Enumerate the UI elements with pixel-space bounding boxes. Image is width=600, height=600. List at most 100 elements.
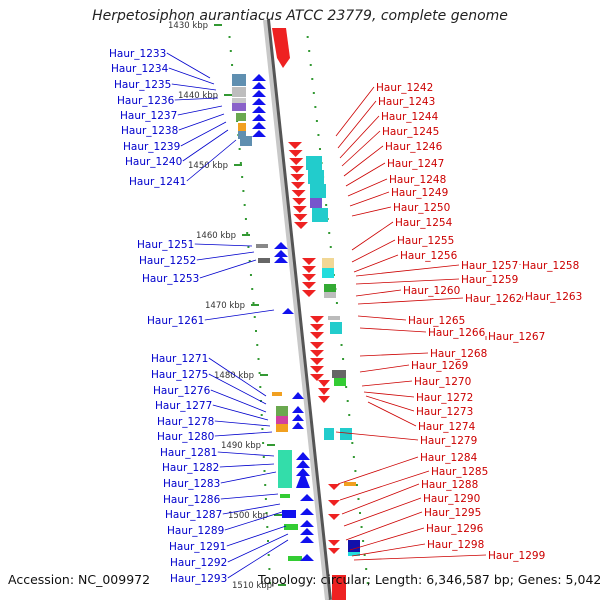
kbp-tick-label: 1450 kbp xyxy=(188,161,228,171)
track-dot-left xyxy=(255,330,257,332)
minus-strand-gene-arrow xyxy=(252,122,266,129)
minus-strand-gene-arrow xyxy=(274,250,288,257)
track-dot-left xyxy=(268,568,271,570)
plus-strand-gene-arrow xyxy=(288,142,302,149)
gene-feature-box xyxy=(312,208,328,222)
right-gene-label: Haur_1290 xyxy=(423,493,480,505)
plus-strand-gene-arrow xyxy=(318,396,330,403)
left-gene-leader-line xyxy=(220,493,279,500)
track-dot-left xyxy=(262,442,265,444)
accession-text: Accession: NC_009972 xyxy=(8,572,151,587)
left-gene-label: Haur_1275 xyxy=(151,369,208,381)
plus-strand-gene-arrow xyxy=(292,206,307,213)
left-gene-label: Haur_1277 xyxy=(155,400,212,412)
track-dot-right xyxy=(352,456,355,458)
gene-feature-box xyxy=(282,510,296,518)
right-gene-leader-line xyxy=(363,391,415,398)
gene-feature-box xyxy=(272,392,282,396)
kbp-tick-label: 1480 kbp xyxy=(214,371,254,381)
gene-feature-box xyxy=(334,378,346,386)
right-gene-leader-line xyxy=(347,178,388,197)
track-dot-left xyxy=(243,204,246,206)
track-dot-left xyxy=(264,484,267,486)
chromosome-backbone xyxy=(263,19,329,600)
track-dot-left xyxy=(269,582,272,584)
gene-feature-box xyxy=(324,284,336,292)
track-dot-left xyxy=(247,246,250,248)
track-dot-left xyxy=(251,288,254,290)
plus-strand-gene-arrow xyxy=(291,182,305,189)
left-gene-label: Haur_1293 xyxy=(170,573,227,585)
track-dot-left xyxy=(260,414,263,416)
track-dot-left xyxy=(239,162,242,164)
plus-strand-gene-arrow xyxy=(318,380,330,387)
right-gene-leader-line xyxy=(341,483,420,515)
gene-feature-box xyxy=(308,170,324,184)
plus-strand-gene-arrow xyxy=(328,484,340,490)
track-dot-left xyxy=(238,148,241,150)
left-gene-label: Haur_1237 xyxy=(120,110,177,122)
minus-strand-gene-arrow xyxy=(300,528,314,535)
plus-strand-gene-arrow xyxy=(291,190,306,197)
left-gene-leader-line xyxy=(182,129,229,162)
track-dot-right xyxy=(342,358,345,360)
gene-feature-box xyxy=(276,424,288,432)
track-dot-right xyxy=(340,344,343,346)
right-gene-leader-line xyxy=(355,289,402,297)
plus-strand-gene-arrow xyxy=(290,174,305,181)
plus-strand-gene-arrow xyxy=(318,388,330,395)
left-gene-label: Haur_1236 xyxy=(117,95,175,107)
kbp-tick-label: 1430 kbp xyxy=(168,21,208,31)
right-gene-leader-line xyxy=(353,554,487,561)
track-dot-right xyxy=(354,470,357,472)
left-gene-leader-line xyxy=(199,259,257,279)
right-gene-label: Haur_1250 xyxy=(393,202,450,214)
track-dot-left xyxy=(266,526,269,528)
right-gene-label: Haur_1298 xyxy=(427,539,484,551)
minus-strand-gene-arrow xyxy=(292,414,304,421)
right-gene-leader-line xyxy=(345,162,386,187)
right-gene-label: Haur_1274 xyxy=(418,421,476,433)
left-gene-leader-line xyxy=(180,121,227,147)
plus-strand-gene-arrow xyxy=(310,316,324,323)
right-gene-label: Haur_1299 xyxy=(488,550,545,562)
track-dot-right xyxy=(314,106,317,108)
plus-strand-gene-arrow xyxy=(272,28,290,68)
gene-feature-box xyxy=(238,131,246,139)
minus-strand-gene-arrow xyxy=(274,242,288,249)
minus-strand-gene-arrow xyxy=(292,392,304,399)
right-gene-label: Haur_1265 xyxy=(408,315,465,327)
gene-feature-box xyxy=(278,450,292,488)
left-gene-leader-line xyxy=(226,525,287,547)
right-gene-label: Haur_1249 xyxy=(391,187,448,199)
track-dot-right xyxy=(357,498,360,500)
gene-feature-box xyxy=(258,258,270,263)
track-dot-left xyxy=(259,386,262,388)
right-gene-leader-line xyxy=(355,278,460,285)
track-dot-left xyxy=(252,302,255,304)
minus-strand-gene-arrow xyxy=(300,536,314,543)
track-dot-left xyxy=(265,512,268,514)
right-gene-label: Haur_1242 xyxy=(376,82,433,94)
gene-feature-box xyxy=(344,482,356,486)
track-dot-right xyxy=(328,232,331,234)
plus-strand-gene-arrow xyxy=(302,266,316,273)
plus-strand-gene-box xyxy=(332,575,346,600)
right-gene-label: Haur_1262 xyxy=(465,293,522,305)
left-gene-label: Haur_1291 xyxy=(169,541,226,553)
minus-strand-gene-arrow xyxy=(252,130,266,137)
gene-feature-box xyxy=(324,428,334,440)
right-gene-label: Haur_1279 xyxy=(420,435,477,447)
right-gene-label: Haur_1268 xyxy=(430,348,487,360)
right-gene-leader-line xyxy=(351,543,426,557)
gene-feature-box xyxy=(238,123,246,131)
track-dot-right xyxy=(315,120,318,122)
right-gene-leader-line xyxy=(361,380,413,387)
gene-feature-box xyxy=(330,322,342,334)
plus-strand-gene-arrow xyxy=(310,374,324,381)
right-gene-leader-line xyxy=(343,497,422,527)
minus-strand-gene-arrow xyxy=(252,106,266,113)
left-gene-leader-line xyxy=(220,471,277,484)
track-dot-left xyxy=(258,372,261,374)
track-dot-left xyxy=(267,540,269,542)
